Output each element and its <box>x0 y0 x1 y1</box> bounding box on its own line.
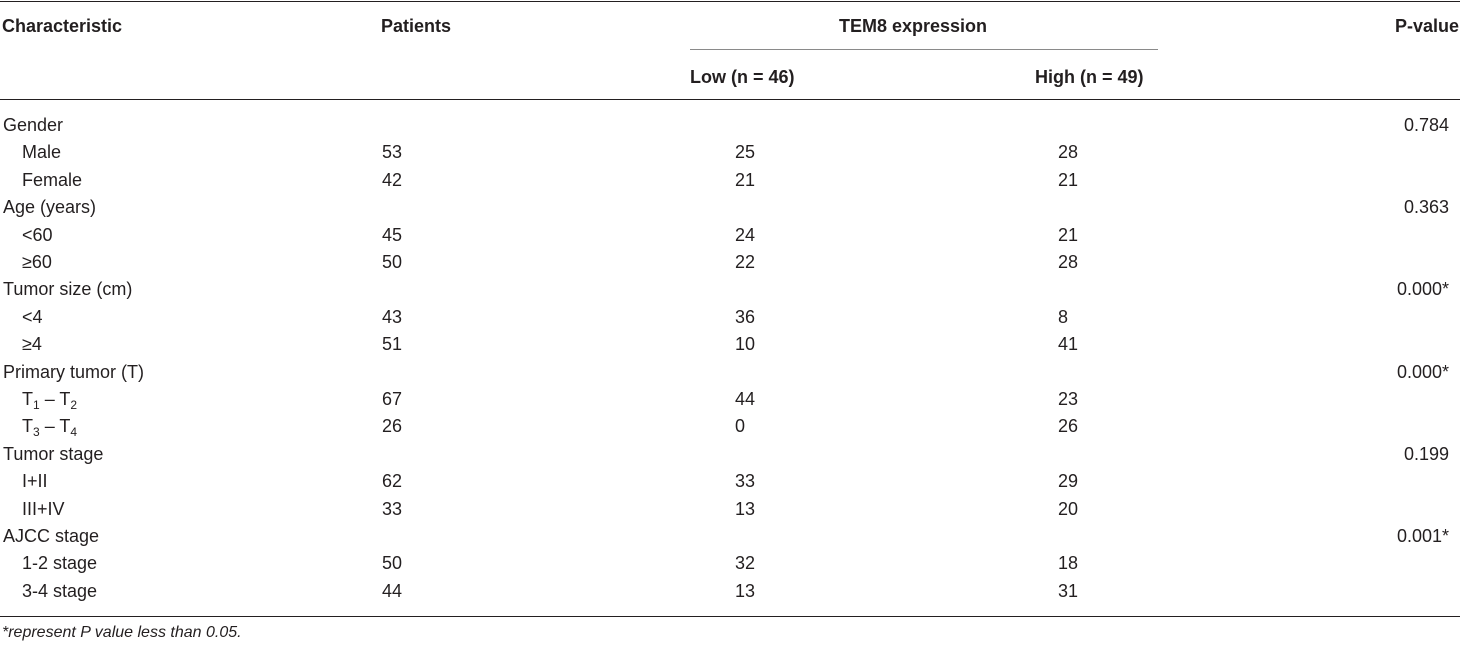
patients-cell: 33 <box>382 498 403 519</box>
row-group-label: Tumor stage <box>3 443 104 464</box>
high-cell: 28 <box>1058 252 1079 272</box>
header-tem8-expression: TEM8 expression <box>839 16 988 36</box>
low-cell: 13 <box>735 580 756 601</box>
p-value-cell: 0.784 <box>1403 115 1449 135</box>
row-label: ≥4 <box>22 334 42 355</box>
low-cell: 36 <box>735 306 756 327</box>
label-subscript: 2 <box>70 398 78 412</box>
patients-cell: 45 <box>382 224 403 245</box>
table-row: T1 – T2 67 44 23 <box>0 386 1460 413</box>
table-row: Tumor stage 0.199 <box>0 441 1460 468</box>
high-cell: 28 <box>1058 142 1079 163</box>
label-text: – T <box>39 389 71 409</box>
table-row: I+II 62 33 29 <box>0 468 1460 495</box>
tem8-span-rule <box>690 49 1158 50</box>
row-group-label: Gender <box>3 115 64 135</box>
low-cell: 32 <box>735 553 756 574</box>
high-cell: 21 <box>1058 224 1079 245</box>
header-high: High (n = 49) <box>1035 67 1144 87</box>
patients-cell: 50 <box>382 252 403 272</box>
table-row: Age (years) 0.363 <box>0 194 1460 221</box>
high-cell: 31 <box>1058 580 1079 601</box>
table-row: Gender 0.784 <box>0 112 1460 139</box>
patients-cell: 43 <box>382 306 403 327</box>
table-row: Primary tumor (T) 0.000* <box>0 359 1460 386</box>
table-row: ≥60 50 22 28 <box>0 249 1460 276</box>
low-cell: 25 <box>735 142 756 163</box>
patients-cell: 62 <box>382 471 403 492</box>
table-top-rule <box>0 1 1460 2</box>
table-bottom-rule <box>0 616 1460 617</box>
label-text: T <box>22 416 33 437</box>
row-label: <4 <box>22 306 43 327</box>
row-label: <60 <box>22 224 53 245</box>
header-patients: Patients <box>381 16 452 36</box>
high-cell: 23 <box>1058 389 1079 409</box>
high-cell: 41 <box>1058 334 1079 355</box>
table-row: <4 43 36 8 <box>0 304 1460 331</box>
high-cell: 29 <box>1058 471 1079 492</box>
label-text: – T <box>39 416 71 437</box>
table-row: Tumor size (cm) 0.000* <box>0 276 1460 303</box>
row-label: ≥60 <box>22 252 52 272</box>
row-group-label: Primary tumor (T) <box>3 361 144 382</box>
high-cell: 26 <box>1058 416 1079 437</box>
row-label: Male <box>22 142 62 163</box>
row-group-label: Age (years) <box>3 197 97 218</box>
row-group-label: Tumor size (cm) <box>3 279 133 300</box>
table-row: T3 – T4 26 0 26 <box>0 413 1460 440</box>
p-value-cell: 0.001* <box>1396 526 1449 546</box>
row-label: T1 – T2 <box>22 386 77 413</box>
label-subscript: 4 <box>70 425 78 440</box>
patients-cell: 50 <box>382 553 403 574</box>
table-row: Female 42 21 21 <box>0 167 1460 194</box>
label-subscript: 3 <box>33 425 40 440</box>
high-cell: 18 <box>1058 553 1079 574</box>
high-cell: 8 <box>1058 306 1069 327</box>
row-label: III+IV <box>22 498 65 519</box>
low-cell: 33 <box>735 471 756 492</box>
row-label: I+II <box>22 471 48 492</box>
header-characteristic: Characteristic <box>2 16 123 36</box>
table-row: Male 53 25 28 <box>0 139 1460 166</box>
label-text: T <box>22 389 33 409</box>
patients-cell: 51 <box>382 334 403 355</box>
high-cell: 21 <box>1058 169 1079 190</box>
table-footnote: *represent P value less than 0.05. <box>2 624 242 641</box>
table-row: <60 45 24 21 <box>0 222 1460 249</box>
header-low: Low (n = 46) <box>690 67 795 87</box>
p-value-cell: 0.363 <box>1403 197 1449 218</box>
table-row: 1-2 stage 50 32 18 <box>0 550 1460 577</box>
header-bottom-rule <box>0 99 1460 100</box>
p-value-cell: 0.199 <box>1403 443 1449 464</box>
patients-cell: 53 <box>382 142 403 163</box>
table-row: AJCC stage 0.001* <box>0 523 1460 550</box>
low-cell: 10 <box>735 334 756 355</box>
patients-cell: 44 <box>382 580 403 601</box>
patients-cell: 67 <box>382 389 403 409</box>
low-cell: 21 <box>735 169 756 190</box>
row-label: 1-2 stage <box>22 553 98 574</box>
row-label: T3 – T4 <box>22 413 77 440</box>
table-row: ≥4 51 10 41 <box>0 331 1460 358</box>
patients-cell: 42 <box>382 169 403 190</box>
row-label: 3-4 stage <box>22 580 98 601</box>
table-row: III+IV 33 13 20 <box>0 496 1460 523</box>
label-subscript: 1 <box>33 398 40 412</box>
low-cell: 13 <box>735 498 756 519</box>
patients-cell: 26 <box>382 416 403 437</box>
high-cell: 20 <box>1058 498 1079 519</box>
low-cell: 44 <box>735 389 756 409</box>
header-p-value: P-value <box>1394 16 1459 36</box>
low-cell: 24 <box>735 224 756 245</box>
low-cell: 0 <box>735 416 746 437</box>
row-group-label: AJCC stage <box>3 526 100 546</box>
table-row: 3-4 stage 44 13 31 <box>0 578 1460 605</box>
p-value-cell: 0.000* <box>1396 361 1449 382</box>
row-label: Female <box>22 169 83 190</box>
low-cell: 22 <box>735 252 756 272</box>
p-value-cell: 0.000* <box>1396 279 1449 300</box>
